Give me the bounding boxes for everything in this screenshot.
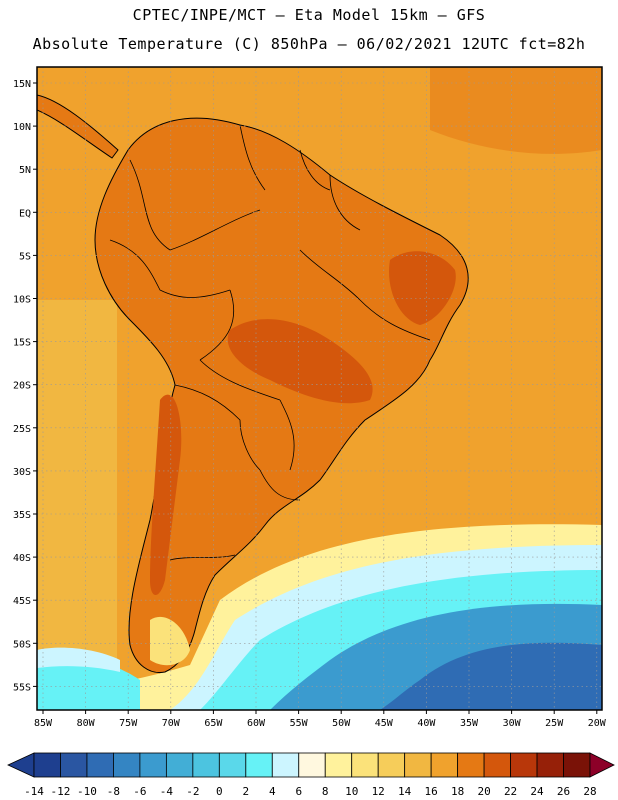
lat-label: 25S xyxy=(13,424,31,435)
colorbar-swatch xyxy=(33,752,61,778)
country-borders xyxy=(109,124,431,561)
lat-label: 45S xyxy=(13,596,31,607)
colorbar-swatch xyxy=(510,752,538,778)
lon-label: 45W xyxy=(375,718,394,729)
colorbar-swatch xyxy=(113,752,141,778)
lon-label: 80W xyxy=(77,718,96,729)
colorbar-tick-label: 10 xyxy=(345,785,358,798)
lon-label: 75W xyxy=(119,718,138,729)
colorbar-swatch xyxy=(404,752,432,778)
north-atlantic-warm xyxy=(430,67,602,154)
lat-label: 55S xyxy=(13,682,31,693)
colorbar-tick-label: -10 xyxy=(77,785,97,798)
colorbar-swatch xyxy=(139,752,167,778)
colorbar xyxy=(7,752,615,778)
pacific-band xyxy=(37,300,117,710)
northeast-hot-core xyxy=(389,251,456,325)
colorbar-min-arrow xyxy=(7,752,35,778)
colorbar-swatch xyxy=(298,752,326,778)
colorbar-max-arrow xyxy=(589,752,615,778)
colorbar-tick-label: 8 xyxy=(322,785,329,798)
colorbar-swatch xyxy=(271,752,300,778)
colorbar-tick-label: 0 xyxy=(216,785,223,798)
colorbar-tick-label: 16 xyxy=(425,785,438,798)
temperature-field xyxy=(37,67,602,710)
colorbar-tick-label: 22 xyxy=(504,785,517,798)
lon-label: 55W xyxy=(290,718,309,729)
colorbar-swatch xyxy=(192,752,220,778)
lat-label: 10N xyxy=(13,122,31,133)
lon-label: 85W xyxy=(34,718,53,729)
lon-label: 70W xyxy=(162,718,181,729)
colorbar-tick-label: 12 xyxy=(372,785,385,798)
south-atlantic-coldest xyxy=(380,642,602,710)
colorbar-labels: -14 -12 -10 -8 -6 -4 -2 0 2 4 6 8 10 12 14 16 18 20 22 24 26… xyxy=(24,785,597,798)
lat-label: 5N xyxy=(19,165,31,176)
colorbar-tick-label: 14 xyxy=(398,785,412,798)
colorbar-tick-label: -12 xyxy=(51,785,71,798)
colorbar-swatch xyxy=(457,752,485,778)
colorbar-tick-label: 20 xyxy=(477,785,490,798)
central-america xyxy=(37,94,119,159)
colorbar-tick-label: -8 xyxy=(107,785,120,798)
colorbar-tick-label: 18 xyxy=(451,785,464,798)
lat-label: 50S xyxy=(13,639,31,650)
lon-label: 65W xyxy=(204,718,223,729)
patagonia-south xyxy=(150,616,190,666)
longitude-labels: 85W 80W 75W 70W 65W 60W 55W 50W 45W 40W 35W 30W 25W 2… xyxy=(34,710,607,729)
brazil-hot-core xyxy=(227,319,373,404)
lat-label: 35S xyxy=(13,510,31,521)
lon-label: 30W xyxy=(503,718,522,729)
colorbar-swatch xyxy=(60,752,88,778)
colorbar-swatch xyxy=(245,752,273,778)
colorbar-swatch xyxy=(324,752,353,778)
lon-label: 20W xyxy=(588,718,607,729)
colorbar-tick-label: 4 xyxy=(269,785,276,798)
lon-label: 25W xyxy=(545,718,564,729)
colorbar-tick-label: 6 xyxy=(295,785,302,798)
colorbar-swatch xyxy=(377,752,406,778)
lon-label: 40W xyxy=(417,718,436,729)
graticule xyxy=(37,67,602,710)
colorbar-swatch xyxy=(351,752,379,778)
lat-label: 10S xyxy=(13,295,31,306)
colorbar-swatch xyxy=(536,752,564,778)
colorbar-tick-label: -6 xyxy=(133,785,146,798)
lat-label: 20S xyxy=(13,381,31,392)
latitude-labels: 15N 10N 5N EQ 5S 10S 15S 20S 25S 30S 35S 40S 45S 50S 5… xyxy=(13,79,37,693)
colorbar-tick-label: -14 xyxy=(24,785,44,798)
colorbar-tick-label: 28 xyxy=(583,785,596,798)
lat-label: 30S xyxy=(13,467,31,478)
lat-label: 15S xyxy=(13,338,31,349)
title-source: CPTEC/INPE/MCT — Eta Model 15km — GFS xyxy=(132,6,486,24)
lat-label: 15N xyxy=(13,79,31,90)
drake-passage-band xyxy=(37,647,120,672)
colorbar-tick-label: 24 xyxy=(530,785,544,798)
lat-label: 40S xyxy=(13,553,31,564)
map-frame xyxy=(36,66,603,711)
lon-label: 50W xyxy=(332,718,351,729)
lon-label: 35W xyxy=(460,718,479,729)
colorbar-tick-label: -2 xyxy=(186,785,199,798)
colorbar-swatch xyxy=(165,752,194,778)
colorbar-swatch xyxy=(218,752,247,778)
colorbar-tick-label: 26 xyxy=(557,785,570,798)
colorbar-tick-label: -4 xyxy=(160,785,174,798)
lat-label: 5S xyxy=(19,251,31,262)
colorbar-tick-label: 2 xyxy=(242,785,249,798)
colorbar-swatch xyxy=(563,752,591,778)
lon-label: 60W xyxy=(247,718,266,729)
colorbar-swatch xyxy=(86,752,114,778)
colorbar-swatch xyxy=(483,752,511,778)
title-variable: Absolute Temperature (C) 850hPa — 06/02/… xyxy=(32,35,586,53)
lat-label: EQ xyxy=(19,208,31,219)
south-america-landmass xyxy=(94,117,469,674)
colorbar-swatch xyxy=(430,752,459,778)
andes-warm-strip xyxy=(150,394,182,595)
